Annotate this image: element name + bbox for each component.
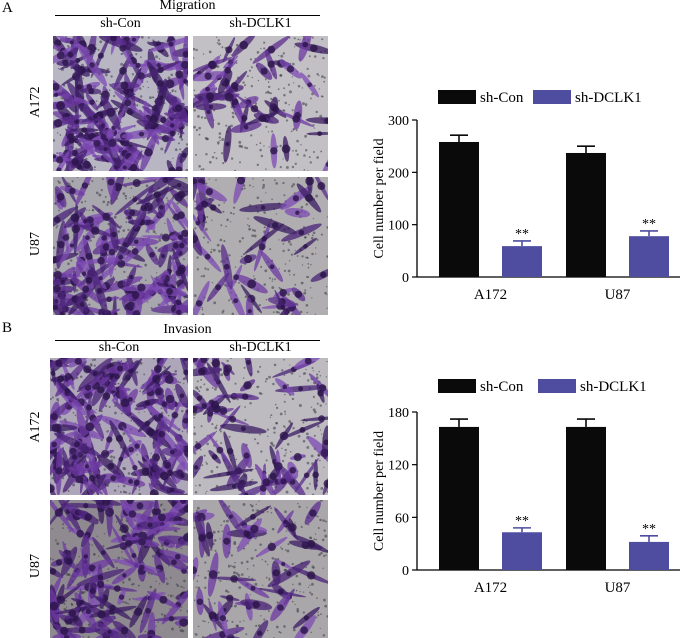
panel-b-rule: [55, 340, 320, 341]
x-tick-label-0: A172: [474, 287, 507, 303]
bar-1-1: [629, 541, 669, 570]
x-tick-label-1: U87: [605, 580, 631, 596]
panel-a-col-shdclk1: sh-DCLK1: [229, 16, 292, 31]
legend-label-1: sh-DCLK1: [580, 379, 647, 395]
micrograph-a-u87-shcon: [53, 177, 188, 315]
panel-b-row-a172: A172: [28, 411, 43, 443]
bar-1-0: [566, 152, 606, 277]
panel-a-row-u87: U87: [28, 231, 43, 257]
panel-b-title: Invasion: [163, 322, 212, 337]
significance-0-1: **: [515, 227, 529, 242]
micrograph-a-a172-shcon: [53, 36, 188, 171]
y-tick-label-3: 180: [388, 406, 409, 421]
y-tick-label-3: 300: [388, 114, 409, 129]
micrograph-b-u87-shdclk1: [193, 500, 328, 638]
bar-1-1: [629, 236, 669, 277]
panel-a-col-shcon: sh-Con: [100, 16, 141, 31]
x-tick-label-0: A172: [474, 580, 507, 596]
bar-0-1: [502, 246, 542, 277]
micrograph-a-u87-shdclk1: [193, 177, 328, 315]
micrograph-b-a172-shdclk1: [193, 358, 328, 495]
micrograph-a-a172-shdclk1: [193, 36, 328, 171]
bar-0-0: [439, 141, 479, 277]
panel-a-letter: A: [2, 0, 13, 16]
y-tick-label-2: 120: [388, 459, 409, 474]
legend-swatch-1: [533, 90, 571, 104]
legend-label-0: sh-Con: [480, 379, 524, 395]
y-tick-label-1: 60: [395, 511, 409, 526]
y-tick-label-0: 0: [402, 271, 409, 286]
panel-a-row-a172: A172: [28, 86, 43, 118]
panel-a-rule: [55, 15, 320, 16]
micrograph-b-u87-shcon: [50, 500, 188, 638]
legend-label-1: sh-DCLK1: [575, 90, 642, 106]
legend-swatch-1: [538, 379, 576, 393]
y-tick-label-1: 100: [388, 219, 409, 234]
panel-b-col-shcon: sh-Con: [98, 340, 140, 355]
legend-label-0: sh-Con: [480, 90, 524, 106]
significance-1-1: **: [642, 217, 656, 232]
panel-b-letter: B: [2, 320, 13, 336]
panel-a-title: Migration: [159, 0, 216, 13]
panel-b-row-u87: U87: [28, 553, 43, 579]
bar-0-1: [502, 532, 542, 570]
legend-swatch-0: [438, 90, 476, 104]
bar-0-0: [439, 426, 479, 570]
significance-0-1: **: [515, 514, 529, 529]
y-axis-label: Cell number per field: [372, 138, 387, 258]
y-axis-label: Cell number per field: [372, 431, 387, 551]
micrograph-b-a172-shcon: [50, 358, 188, 495]
significance-1-1: **: [642, 522, 656, 537]
y-tick-label-0: 0: [402, 564, 409, 579]
bar-1-0: [566, 426, 606, 570]
x-tick-label-1: U87: [605, 287, 631, 303]
legend-swatch-0: [438, 379, 476, 393]
panel-b-col-shdclk1: sh-DCLK1: [229, 340, 292, 355]
y-tick-label-2: 200: [388, 166, 409, 181]
